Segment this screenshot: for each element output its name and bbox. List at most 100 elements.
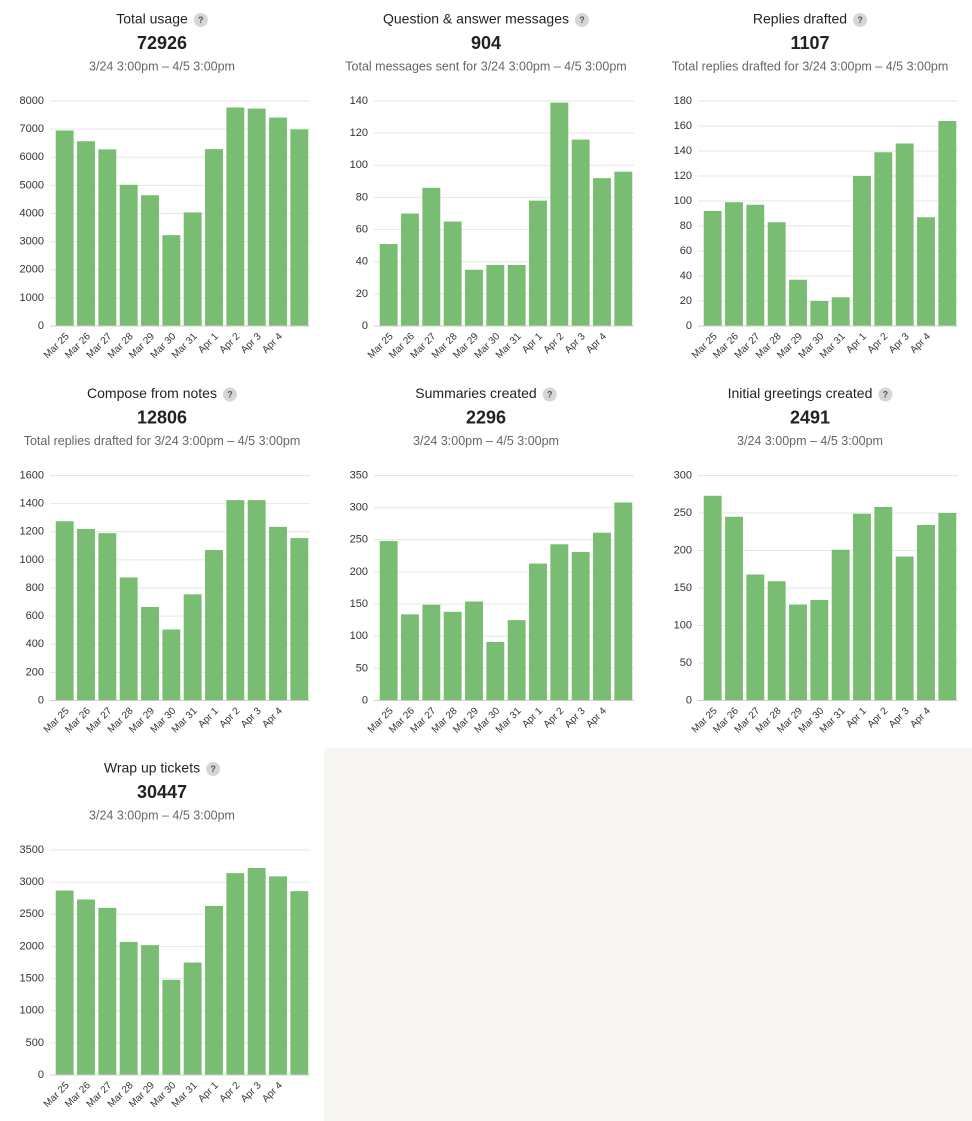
bar bbox=[789, 279, 807, 326]
bar bbox=[141, 606, 159, 701]
bar bbox=[571, 139, 590, 326]
y-tick-label: 60 bbox=[356, 223, 368, 235]
bar bbox=[290, 891, 309, 1075]
x-tick-label: Apr 1 bbox=[196, 331, 221, 356]
y-tick-label: 60 bbox=[680, 245, 692, 257]
x-tick-label: Apr 3 bbox=[563, 331, 588, 356]
y-tick-label: 150 bbox=[350, 598, 368, 610]
help-icon-glyph: ? bbox=[227, 389, 233, 399]
chart-panel: Compose from notes ? 12806 Total replies dr… bbox=[20, 385, 310, 735]
y-tick-label: 250 bbox=[350, 534, 368, 546]
bar bbox=[703, 211, 722, 326]
total-value: 72926 bbox=[137, 33, 187, 53]
bar bbox=[725, 516, 743, 701]
bar bbox=[853, 176, 871, 326]
bar bbox=[247, 500, 266, 701]
bar bbox=[226, 873, 245, 1075]
bar bbox=[162, 979, 181, 1075]
bar bbox=[119, 941, 138, 1075]
bar bbox=[703, 495, 722, 701]
bar bbox=[205, 905, 223, 1075]
y-tick-label: 0 bbox=[686, 694, 692, 706]
y-tick-label: 1000 bbox=[20, 1005, 44, 1017]
x-tick-label: Apr 4 bbox=[908, 705, 933, 730]
bar bbox=[767, 581, 786, 701]
y-tick-label: 120 bbox=[674, 170, 692, 182]
x-tick-label: Apr 3 bbox=[239, 331, 264, 356]
bar bbox=[290, 129, 309, 326]
x-tick-label: Apr 1 bbox=[196, 1080, 221, 1105]
subtitle: 3/24 3:00pm – 4/5 3:00pm bbox=[737, 434, 883, 448]
total-value: 1107 bbox=[790, 33, 829, 53]
chart-panel: Replies drafted ? 1107 Total replies drafte… bbox=[672, 11, 958, 361]
bar bbox=[77, 141, 95, 326]
bar bbox=[443, 221, 462, 326]
y-tick-label: 1000 bbox=[20, 292, 44, 304]
help-icon bbox=[853, 13, 868, 27]
x-tick-label: Apr 3 bbox=[887, 705, 912, 730]
y-tick-label: 50 bbox=[680, 657, 692, 669]
chart-title: Wrap up tickets bbox=[104, 760, 200, 776]
y-tick-label: 300 bbox=[350, 502, 368, 514]
bar bbox=[767, 222, 786, 326]
y-tick-label: 600 bbox=[26, 610, 44, 622]
y-tick-label: 7000 bbox=[20, 123, 44, 135]
subtitle: 3/24 3:00pm – 4/5 3:00pm bbox=[89, 808, 235, 822]
x-tick-label: Apr 2 bbox=[866, 705, 891, 730]
y-tick-label: 300 bbox=[674, 469, 692, 481]
bar bbox=[895, 556, 914, 701]
y-tick-label: 0 bbox=[38, 694, 44, 706]
bar bbox=[938, 121, 957, 326]
chart-panel: Initial greetings created ? 2491 3/24 3:00p… bbox=[674, 385, 958, 735]
bar bbox=[247, 108, 266, 326]
bar bbox=[422, 187, 441, 326]
bar bbox=[226, 500, 245, 701]
x-tick-label: Apr 1 bbox=[196, 705, 221, 730]
bar bbox=[443, 611, 462, 701]
help-icon-glyph: ? bbox=[547, 389, 553, 399]
y-tick-label: 80 bbox=[680, 220, 692, 232]
y-tick-label: 1400 bbox=[20, 498, 44, 510]
bar bbox=[55, 890, 74, 1075]
y-tick-label: 8000 bbox=[20, 95, 44, 107]
y-tick-label: 100 bbox=[674, 195, 692, 207]
x-tick-label: Apr 1 bbox=[520, 331, 545, 356]
chart-title: Summaries created bbox=[415, 385, 536, 401]
bar bbox=[162, 629, 181, 701]
chart-title: Initial greetings created bbox=[728, 385, 873, 401]
y-tick-label: 3000 bbox=[20, 236, 44, 248]
x-tick-label: Apr 2 bbox=[542, 331, 567, 356]
bar bbox=[183, 212, 202, 326]
chart-panel: Summaries created ? 2296 3/24 3:00pm – 4/5 … bbox=[350, 385, 634, 735]
bar bbox=[379, 541, 398, 701]
bar bbox=[141, 945, 159, 1075]
y-tick-label: 80 bbox=[356, 191, 368, 203]
bar bbox=[746, 574, 765, 701]
y-tick-label: 1000 bbox=[20, 554, 44, 566]
bar bbox=[874, 507, 893, 701]
y-tick-label: 200 bbox=[350, 566, 368, 578]
bar bbox=[917, 525, 935, 701]
x-tick-label: Apr 4 bbox=[584, 705, 609, 730]
help-icon bbox=[222, 387, 237, 402]
y-tick-label: 140 bbox=[350, 95, 368, 107]
bar bbox=[571, 552, 590, 701]
total-value: 12806 bbox=[137, 407, 187, 427]
bar bbox=[226, 107, 245, 326]
chart-panel: Wrap up tickets ? 30447 3/24 3:00pm – 4/5 3… bbox=[20, 760, 310, 1110]
chart-title: Replies drafted bbox=[753, 11, 847, 27]
total-value: 30447 bbox=[137, 782, 187, 802]
bar bbox=[529, 200, 547, 326]
chart-title: Question & answer messages bbox=[383, 11, 569, 27]
y-tick-label: 6000 bbox=[20, 151, 44, 163]
bar bbox=[810, 301, 829, 326]
help-icon bbox=[542, 387, 557, 402]
help-icon bbox=[574, 13, 589, 27]
bar bbox=[831, 549, 850, 701]
bar bbox=[874, 152, 893, 326]
help-icon-glyph: ? bbox=[210, 764, 216, 774]
y-tick-label: 0 bbox=[38, 320, 44, 332]
x-tick-label: Apr 2 bbox=[218, 705, 243, 730]
y-tick-label: 5000 bbox=[20, 179, 44, 191]
y-tick-label: 140 bbox=[674, 145, 692, 157]
